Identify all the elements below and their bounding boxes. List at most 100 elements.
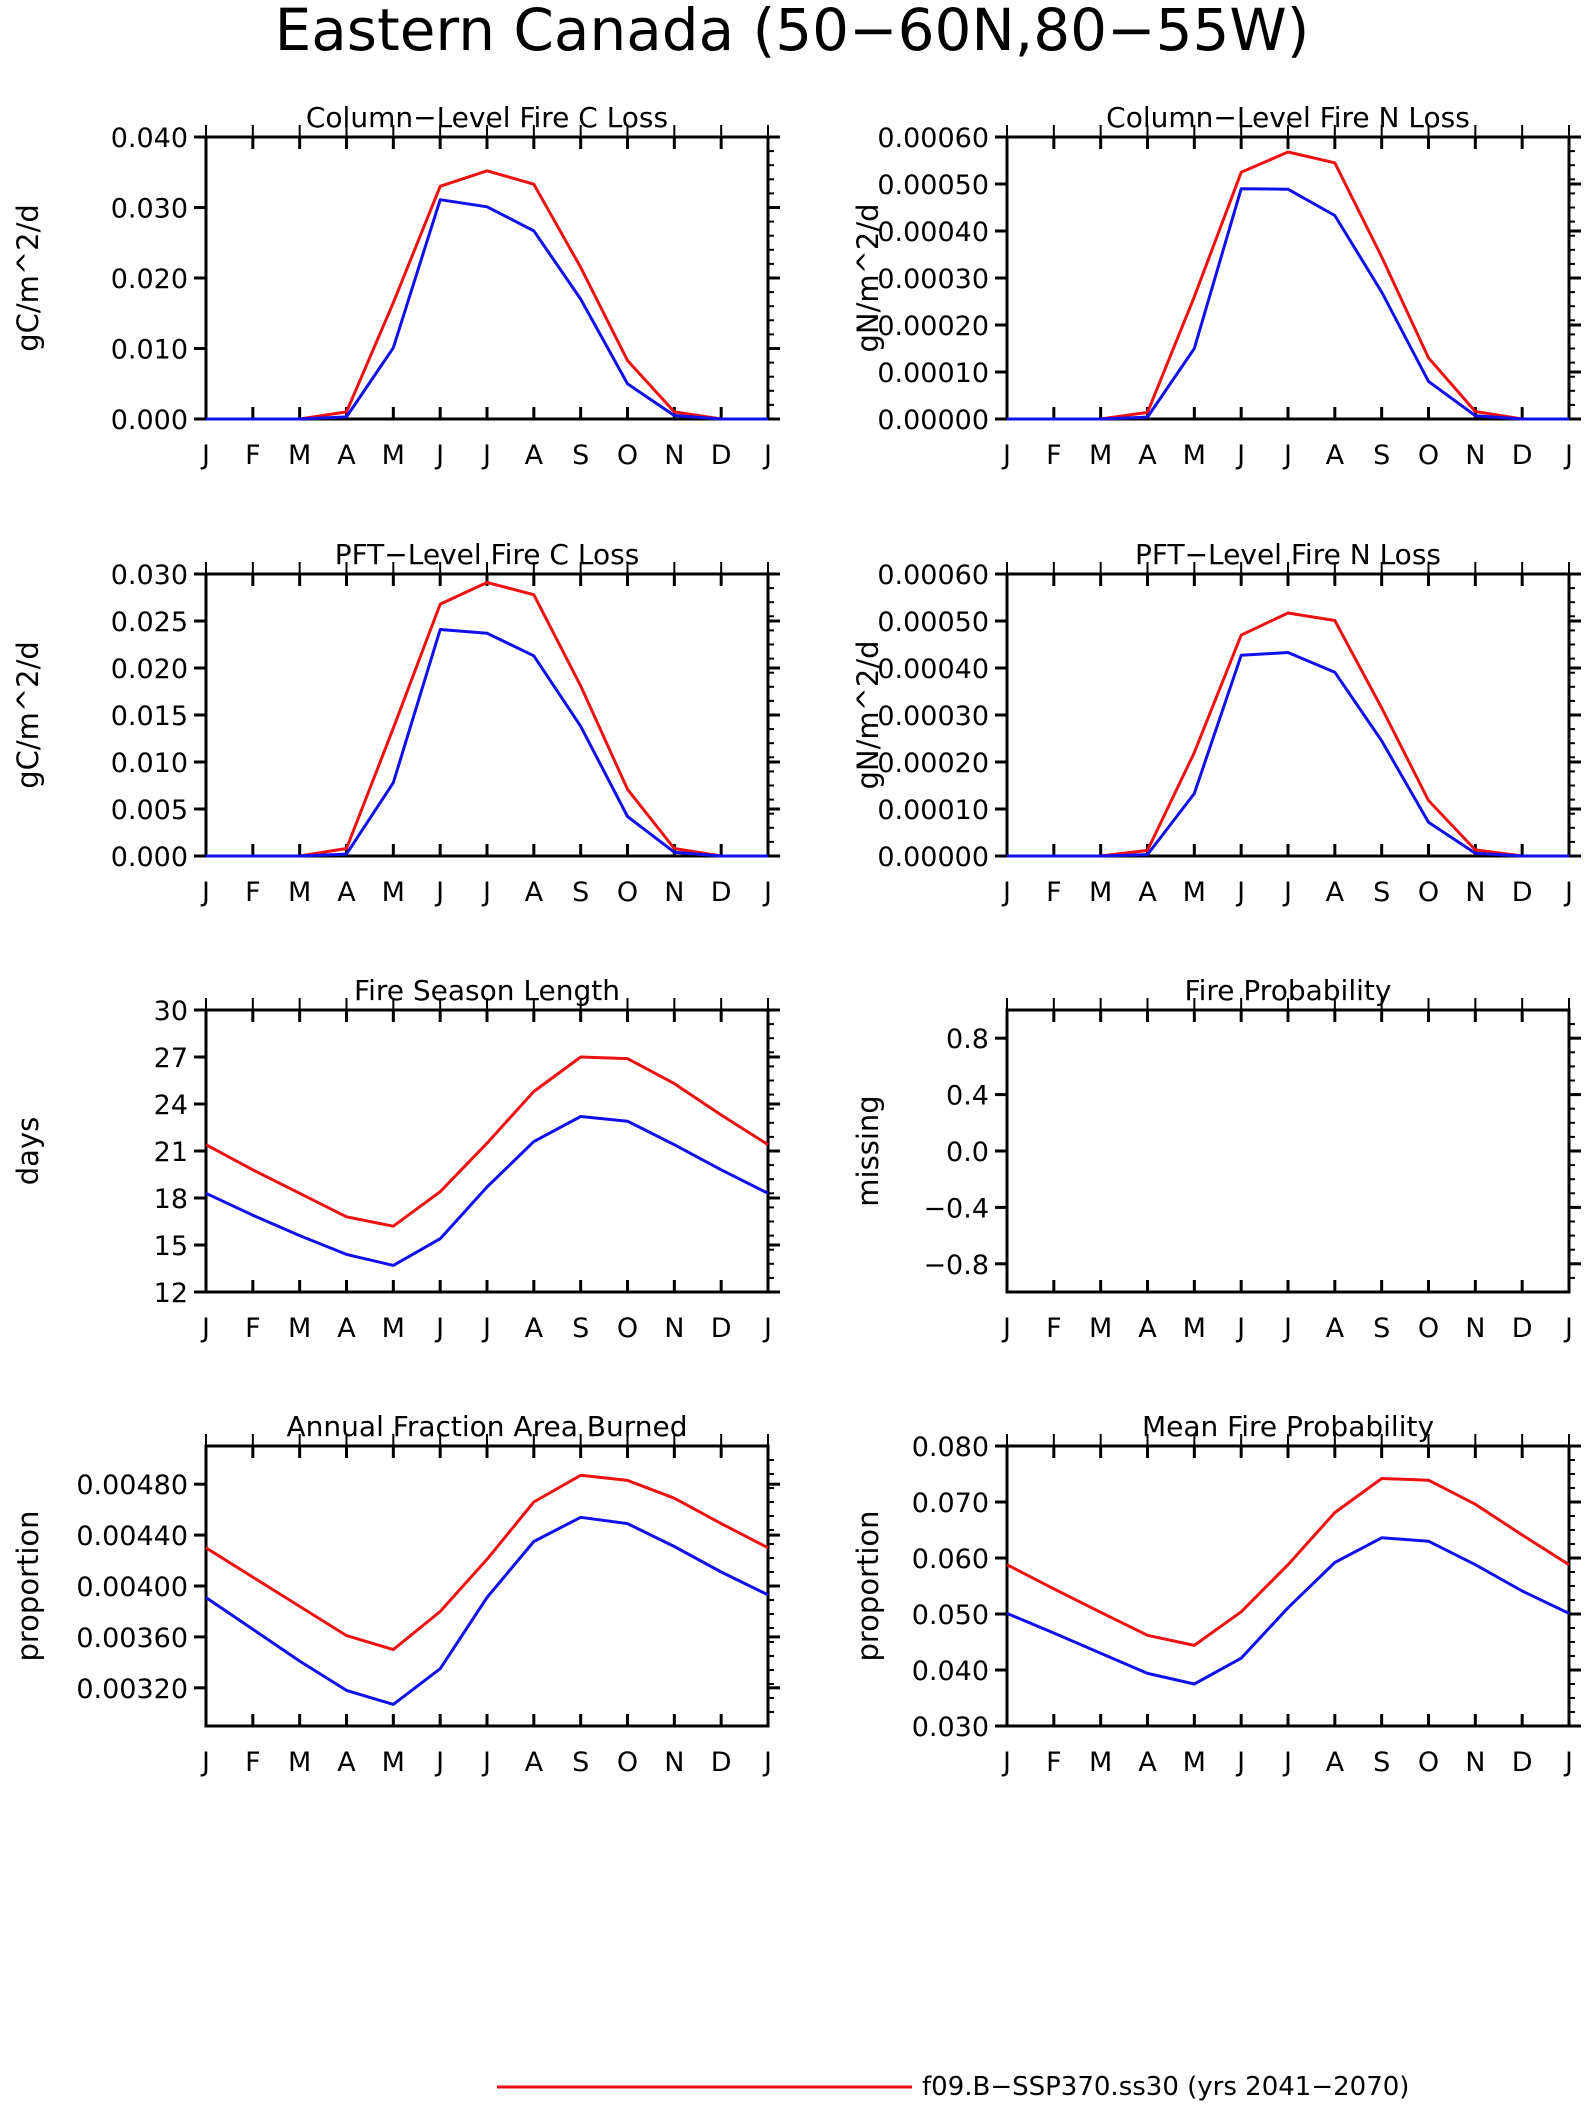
x-tick-label: O bbox=[1418, 1313, 1439, 1344]
y-tick-label: 0.00040 bbox=[877, 654, 989, 685]
x-tick-label: A bbox=[1326, 877, 1345, 908]
x-tick-label: J bbox=[1235, 877, 1245, 908]
y-tick-label: 0.050 bbox=[912, 1600, 989, 1631]
x-tick-label: J bbox=[1563, 440, 1573, 471]
y-axis-label: days bbox=[11, 1117, 45, 1185]
y-tick-label: 0.040 bbox=[111, 123, 188, 154]
x-tick-label: J bbox=[434, 1313, 444, 1344]
x-tick-label: S bbox=[572, 877, 589, 908]
y-tick-label: 0.4 bbox=[946, 1081, 989, 1112]
x-tick-label: J bbox=[762, 440, 772, 471]
x-tick-label: S bbox=[1373, 1747, 1390, 1778]
y-tick-label: −0.4 bbox=[923, 1193, 989, 1224]
x-tick-label: D bbox=[1512, 1313, 1533, 1344]
x-tick-label: J bbox=[434, 877, 444, 908]
x-tick-label: O bbox=[617, 1747, 638, 1778]
x-tick-label: N bbox=[664, 1747, 684, 1778]
series-line-2 bbox=[206, 198, 768, 421]
x-tick-label: J bbox=[1235, 1313, 1245, 1344]
y-tick-label: 0.00480 bbox=[76, 1470, 188, 1501]
y-tick-label: 15 bbox=[154, 1231, 188, 1262]
x-tick-label: J bbox=[1235, 1747, 1245, 1778]
x-tick-label: M bbox=[288, 1747, 311, 1778]
y-axis-label: gN/m^2/d bbox=[851, 640, 885, 789]
y-axis-label: gC/m^2/d bbox=[11, 204, 45, 352]
y-tick-label: 0.00010 bbox=[877, 358, 989, 389]
y-tick-label: 24 bbox=[154, 1090, 188, 1121]
x-tick-label: O bbox=[617, 440, 638, 471]
plot-frame bbox=[1005, 1008, 1571, 1294]
y-tick-label: 0.00020 bbox=[877, 748, 989, 779]
series-line-1 bbox=[1006, 1477, 1570, 1647]
x-tick-label: N bbox=[1465, 440, 1485, 471]
x-tick-label: J bbox=[1563, 1747, 1573, 1778]
y-tick-label: 0.00050 bbox=[877, 607, 989, 638]
x-tick-label: J bbox=[434, 440, 444, 471]
y-tick-label: 0.00000 bbox=[877, 405, 989, 436]
x-tick-label: O bbox=[617, 1313, 638, 1344]
series-line-1 bbox=[205, 1055, 769, 1228]
y-tick-label: 0.005 bbox=[111, 795, 188, 826]
y-tick-label: 0.00010 bbox=[877, 795, 989, 826]
series-line-1 bbox=[1007, 150, 1569, 421]
x-tick-label: J bbox=[1282, 1747, 1292, 1778]
y-axis-label: gC/m^2/d bbox=[11, 641, 45, 789]
x-tick-label: A bbox=[1138, 440, 1157, 471]
x-tick-label: S bbox=[572, 1313, 589, 1344]
y-tick-label: 0.00060 bbox=[877, 123, 989, 154]
series-line-2 bbox=[205, 1115, 769, 1267]
x-tick-label: J bbox=[762, 1313, 772, 1344]
x-tick-label: J bbox=[481, 440, 491, 471]
main-title: Eastern Canada (50−60N,80−55W) bbox=[275, 0, 1310, 64]
x-tick-label: N bbox=[1465, 1747, 1485, 1778]
x-tick-label: D bbox=[711, 1747, 732, 1778]
x-tick-label: F bbox=[245, 1313, 261, 1344]
x-tick-label: S bbox=[1373, 440, 1390, 471]
x-tick-label: A bbox=[525, 1747, 544, 1778]
x-tick-label: J bbox=[1001, 1313, 1011, 1344]
x-tick-label: S bbox=[1373, 877, 1390, 908]
x-tick-label: D bbox=[1512, 877, 1533, 908]
plot-frame bbox=[1005, 135, 1571, 421]
x-tick-label: D bbox=[711, 440, 732, 471]
y-tick-label: 0.00440 bbox=[76, 1521, 188, 1552]
series-line-2 bbox=[1007, 187, 1569, 421]
y-tick-label: 0.015 bbox=[111, 701, 188, 732]
y-tick-label: 0.020 bbox=[111, 264, 188, 295]
x-tick-label: O bbox=[1418, 1747, 1439, 1778]
plot-frame bbox=[204, 572, 770, 858]
x-tick-label: A bbox=[1138, 1313, 1157, 1344]
x-tick-label: M bbox=[1183, 440, 1206, 471]
x-tick-label: J bbox=[1001, 877, 1011, 908]
x-tick-label: A bbox=[1138, 1747, 1157, 1778]
x-tick-label: J bbox=[481, 1747, 491, 1778]
x-tick-label: N bbox=[1465, 877, 1485, 908]
y-tick-label: 0.00400 bbox=[76, 1572, 188, 1603]
y-tick-label: 0.00030 bbox=[877, 701, 989, 732]
y-tick-label: 0.0 bbox=[946, 1137, 989, 1168]
x-tick-label: J bbox=[1001, 1747, 1011, 1778]
x-tick-label: M bbox=[382, 440, 405, 471]
x-tick-label: A bbox=[525, 877, 544, 908]
y-tick-label: 0.080 bbox=[912, 1432, 989, 1463]
series-line-2 bbox=[1007, 651, 1569, 858]
x-tick-label: J bbox=[1001, 440, 1011, 471]
y-axis-label: proportion bbox=[11, 1510, 45, 1661]
y-tick-label: 0.025 bbox=[111, 607, 188, 638]
y-axis-label: gN/m^2/d bbox=[851, 203, 885, 352]
x-tick-label: F bbox=[1046, 1313, 1062, 1344]
x-tick-label: O bbox=[617, 877, 638, 908]
x-tick-label: M bbox=[1089, 1747, 1112, 1778]
y-tick-label: 0.00030 bbox=[877, 264, 989, 295]
series-line-1 bbox=[206, 581, 768, 858]
y-tick-label: 0.00060 bbox=[877, 560, 989, 591]
x-tick-label: A bbox=[1326, 1747, 1345, 1778]
y-tick-label: 0.030 bbox=[111, 560, 188, 591]
y-tick-label: 0.000 bbox=[111, 842, 188, 873]
x-tick-label: A bbox=[337, 877, 356, 908]
